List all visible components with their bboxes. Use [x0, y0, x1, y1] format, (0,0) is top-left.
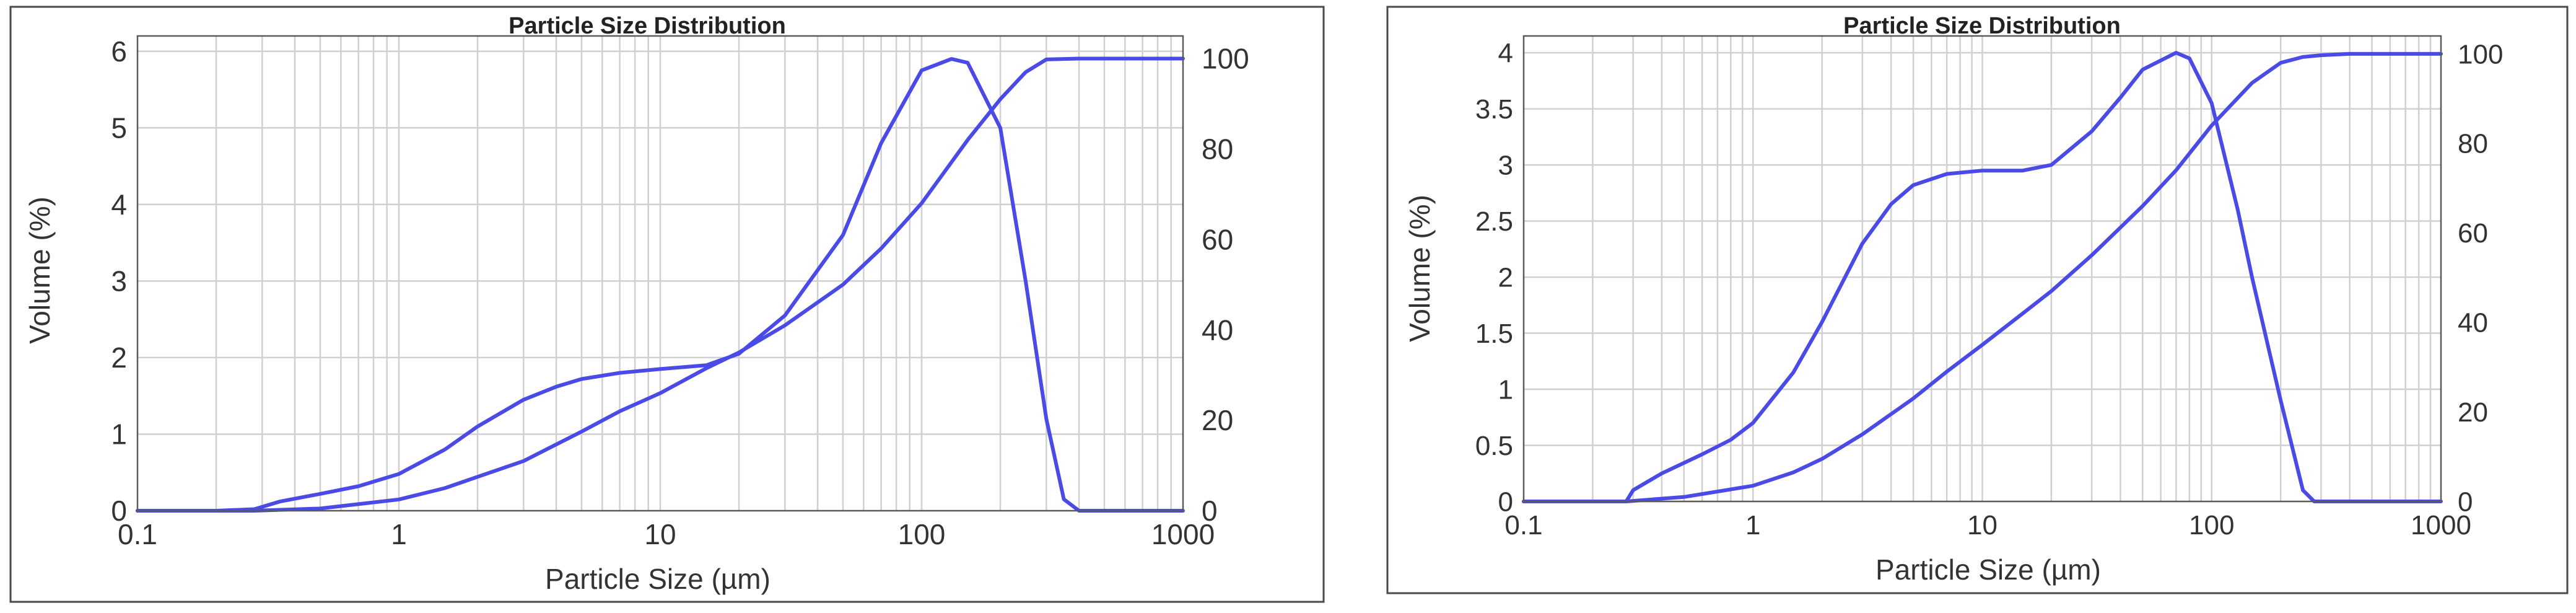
panel-1-y-ticks: 0 1 2 3 4 5 6	[111, 35, 127, 527]
panel-2-grid	[1524, 36, 2441, 501]
panel-1-y-axis-label: Volume (%)	[24, 196, 56, 344]
y2-tick-label: 80	[2458, 129, 2488, 159]
y2-tick-label: 100	[1202, 43, 1249, 75]
panel-1-series	[136, 56, 1185, 513]
x-tick-label: 0.1	[118, 518, 157, 550]
y-tick-label: 2.5	[1475, 206, 1513, 237]
y-tick-label: 3	[111, 265, 127, 297]
y2-tick-label: 40	[1202, 314, 1233, 346]
x-tick-label: 1	[1745, 510, 1760, 540]
y-tick-label: 0	[1498, 487, 1513, 517]
y-tick-label: 4	[111, 188, 127, 221]
x-tick-label: 100	[2189, 510, 2234, 540]
series-line-volume	[1522, 51, 2443, 503]
y-tick-label: 3	[1498, 151, 1513, 181]
y-tick-label: 1	[111, 418, 127, 451]
y2-tick-label: 80	[1202, 133, 1233, 165]
y-tick-label: 0.5	[1475, 431, 1513, 461]
series-line-cumulative	[1522, 51, 2443, 503]
x-tick-label: 1000	[2411, 510, 2471, 540]
y-tick-label: 1.5	[1475, 319, 1513, 349]
panel-2-x-axis-label: Particle Size (µm)	[1875, 553, 2101, 586]
x-tick-label: 1	[391, 518, 407, 550]
y2-tick-label: 100	[2458, 39, 2503, 69]
y-tick-label: 2	[111, 342, 127, 374]
chart-panel-2: Particle Size Distribution 0.1 1 10 100 1000…	[1386, 6, 2569, 594]
panel-2-y2-ticks: 0 20 40 60 80 100	[2458, 39, 2503, 517]
x-tick-label: 1000	[1151, 518, 1215, 550]
panel-1-title: Particle Size Distribution	[509, 13, 786, 39]
panel-1-grid	[138, 36, 1183, 511]
x-tick-label: 0.1	[1504, 510, 1542, 540]
y-tick-label: 6	[111, 35, 127, 68]
y2-tick-label: 0	[2458, 487, 2473, 517]
panel-2-x-ticks: 0.1 1 10 100 1000	[1504, 510, 2471, 540]
panel-1-y2-ticks: 0 20 40 60 80 100	[1202, 43, 1249, 527]
panel-2-plot-frame	[1522, 35, 2442, 503]
panel-2-y-axis-label: Volume (%)	[1404, 195, 1436, 342]
y-tick-label: 4	[1498, 38, 1513, 69]
y-tick-label: 2	[1498, 262, 1513, 293]
y-tick-label: 0	[111, 495, 127, 527]
panel-2-series	[1522, 51, 2443, 503]
x-tick-label: 10	[644, 518, 676, 550]
y2-tick-label: 0	[1202, 495, 1218, 527]
panel-1-plot-frame	[136, 35, 1184, 512]
x-tick-label: 10	[1967, 510, 1997, 540]
x-tick-label: 100	[898, 518, 946, 550]
y2-tick-label: 60	[2458, 218, 2488, 249]
series-line-volume	[136, 57, 1185, 513]
y2-tick-label: 20	[2458, 397, 2488, 428]
panel-2-title: Particle Size Distribution	[1843, 13, 2121, 39]
chart-panel-1: Particle Size Distribution 0.1 1 10 100 1000…	[9, 6, 1325, 603]
panel-2-frame	[1386, 6, 2569, 594]
y-tick-label: 5	[111, 112, 127, 144]
y-tick-label: 3.5	[1475, 94, 1513, 125]
y2-tick-label: 20	[1202, 404, 1233, 436]
y-tick-label: 1	[1498, 374, 1513, 405]
panel-1-x-axis-label: Particle Size (µm)	[545, 563, 771, 595]
panel-2-y-ticks: 0 0.5 1 1.5 2 2.5 3 3.5 4	[1475, 38, 1513, 518]
series-line-cumulative	[136, 56, 1185, 513]
y2-tick-label: 60	[1202, 223, 1233, 255]
y2-tick-label: 40	[2458, 308, 2488, 338]
panel-1-x-ticks: 0.1 1 10 100 1000	[118, 518, 1215, 550]
